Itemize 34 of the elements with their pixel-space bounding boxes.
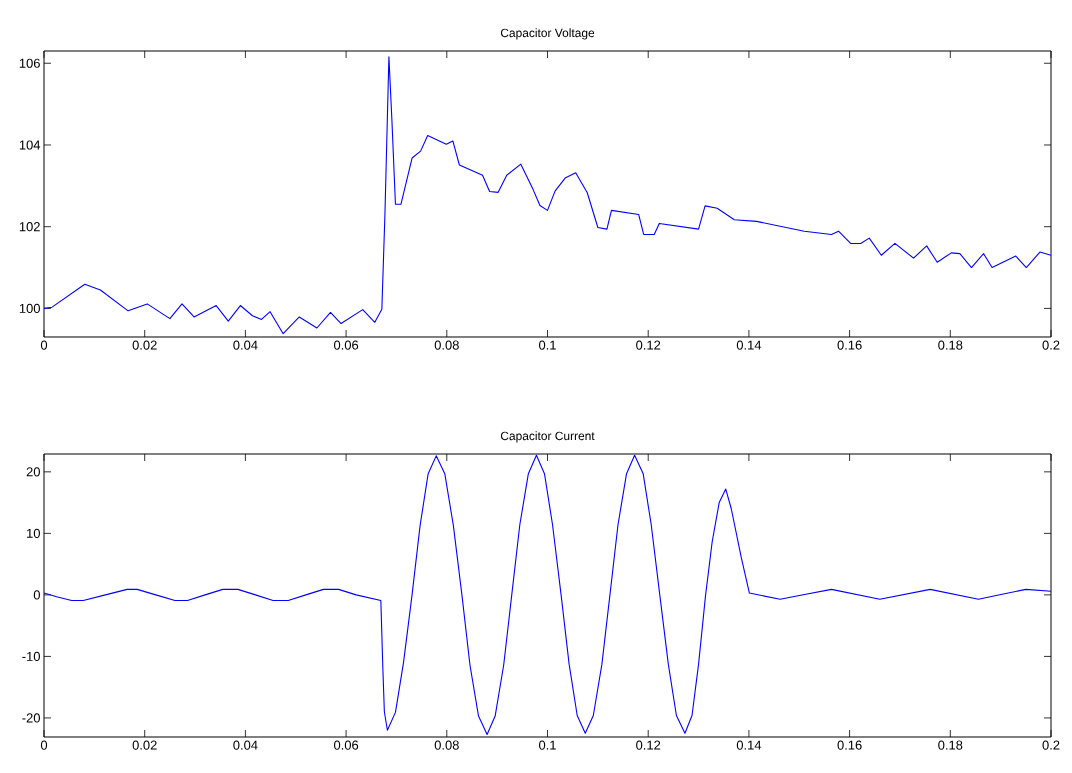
y-tick-label: 106 — [19, 58, 40, 68]
x-tick-label: 0.14 — [736, 340, 762, 350]
y-tick-label: 102 — [19, 222, 40, 232]
x-tick-label: 0.12 — [636, 340, 661, 350]
y-tick-label: -20 — [22, 713, 40, 723]
y-tick-label: 0 — [33, 590, 40, 600]
x-tick-label: 0.18 — [938, 340, 963, 350]
y-tick-label: 20 — [26, 467, 40, 477]
chart-title: Capacitor Voltage — [500, 28, 595, 40]
x-tick-label: 0.18 — [938, 740, 963, 750]
y-tick-label: 104 — [19, 140, 41, 150]
x-tick-label: 0.12 — [636, 740, 661, 750]
x-tick-label: 0.06 — [334, 340, 359, 350]
x-tick-label: 0.02 — [132, 740, 157, 750]
chart-title: Capacitor Current — [500, 431, 595, 443]
x-tick-label: 0 — [40, 340, 48, 350]
x-tick-label: 0 — [40, 740, 48, 750]
x-tick-label: 0.08 — [434, 340, 459, 350]
x-tick-label: 0.16 — [837, 740, 862, 750]
x-tick-label: 0.04 — [233, 740, 258, 750]
x-tick-label: 0.08 — [434, 740, 459, 750]
y-tick-label: 100 — [19, 303, 40, 313]
x-tick-label: 0.2 — [1042, 740, 1060, 750]
y-tick-label: -10 — [22, 651, 40, 661]
x-tick-label: 0.1 — [539, 340, 556, 350]
x-tick-label: 0.06 — [334, 740, 359, 750]
x-tick-label: 0.02 — [132, 340, 157, 350]
line-series — [44, 56, 1052, 335]
x-tick-label: 0.2 — [1042, 340, 1060, 350]
x-tick-label: 0.04 — [233, 340, 258, 350]
y-tick-label: 10 — [27, 528, 40, 538]
x-tick-label: 0.16 — [837, 340, 862, 350]
x-tick-label: 0.14 — [736, 740, 762, 750]
x-tick-label: 0.1 — [539, 740, 556, 750]
